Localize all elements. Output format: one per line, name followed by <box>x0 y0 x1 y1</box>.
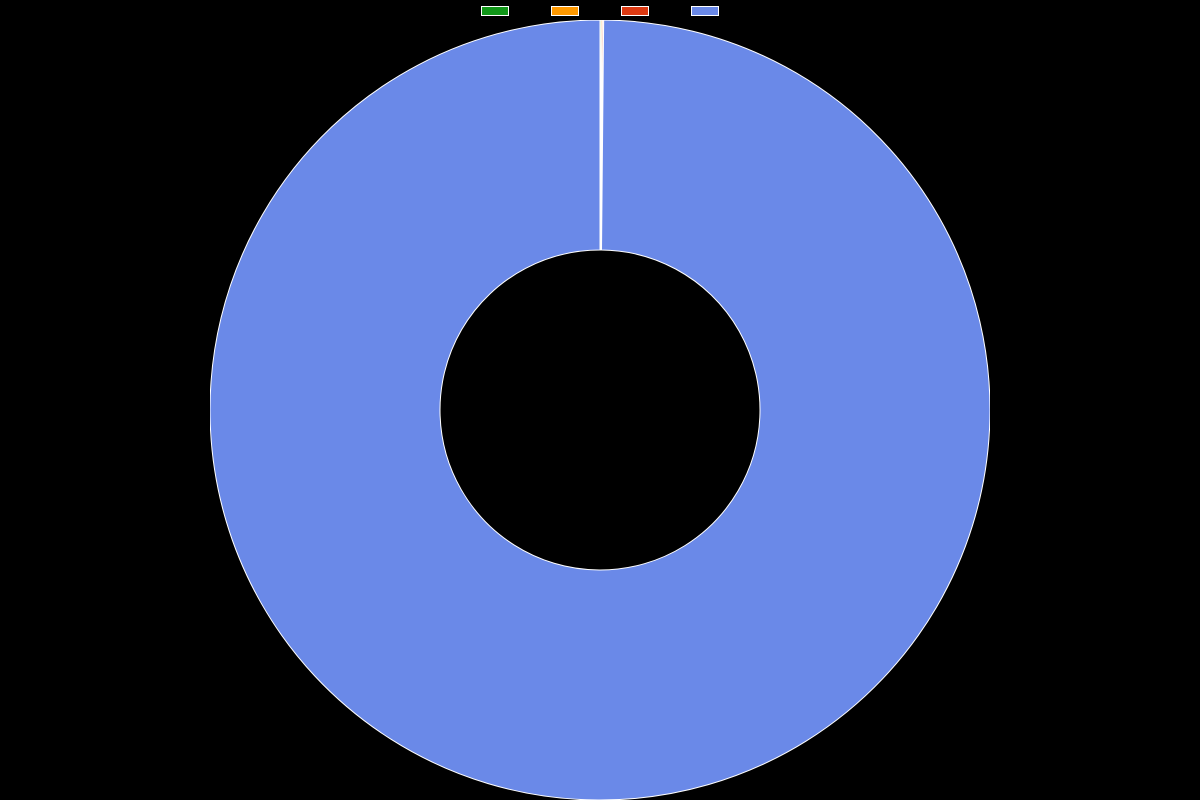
legend-swatch-2 <box>621 6 649 16</box>
legend-item-2[interactable] <box>621 6 649 16</box>
donut-chart <box>210 20 990 800</box>
legend-swatch-3 <box>691 6 719 16</box>
legend-swatch-1 <box>551 6 579 16</box>
chart-canvas <box>0 0 1200 800</box>
legend-item-1[interactable] <box>551 6 579 16</box>
legend-item-3[interactable] <box>691 6 719 16</box>
legend-swatch-0 <box>481 6 509 16</box>
legend-item-0[interactable] <box>481 6 509 16</box>
donut-slice[interactable] <box>210 20 990 800</box>
legend <box>0 6 1200 16</box>
